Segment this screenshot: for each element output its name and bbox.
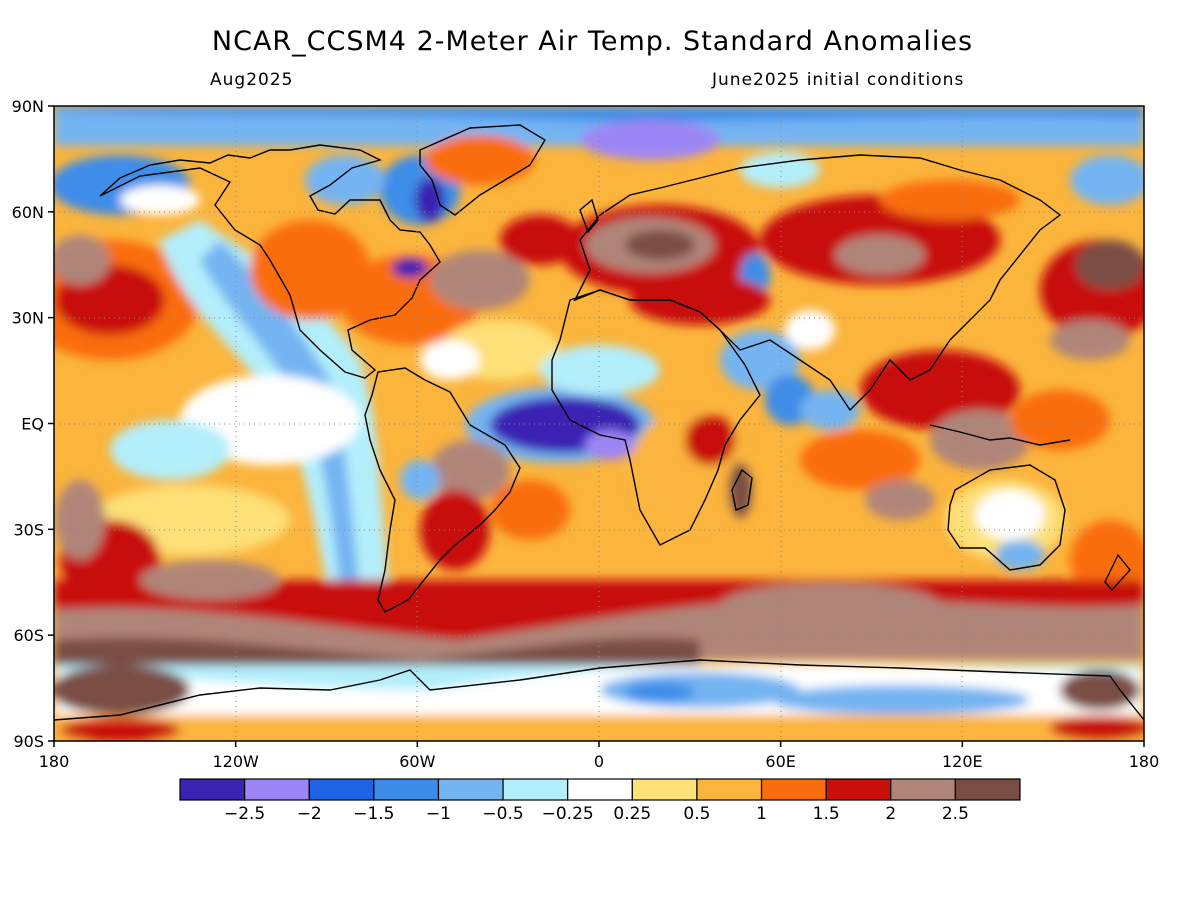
colorbar-label: −0.25 — [542, 804, 594, 824]
lon-tick-label: 0 — [594, 752, 604, 771]
coast-south-america — [364, 367, 521, 613]
colorbar-swatch — [760, 778, 827, 801]
colorbar-swatch — [890, 778, 956, 801]
forecast-month-label: Aug2025 — [210, 70, 294, 90]
colorbar-label: 2 — [885, 804, 896, 824]
initial-conditions-label: June2025 initial conditions — [712, 70, 965, 90]
lat-tick-label: 60S — [13, 626, 44, 645]
coast-eurasia — [573, 154, 1062, 412]
map-title: NCAR_CCSM4 2-Meter Air Temp. Standard An… — [211, 26, 974, 57]
lon-tick-label: 180 — [39, 752, 70, 771]
coast-greenland — [419, 124, 546, 216]
colorbar-swatch — [696, 778, 763, 801]
lat-tick-label: EQ — [21, 415, 44, 434]
colorbar-label: −1 — [426, 804, 451, 824]
graticule — [54, 106, 1144, 741]
colorbar-label: −1.5 — [353, 804, 394, 824]
lat-tick-label: 60N — [12, 203, 44, 222]
colorbar-swatch — [825, 778, 892, 801]
lon-tick-label: 120W — [212, 752, 259, 771]
lon-tick-label: 60E — [765, 752, 795, 771]
colorbar-swatch — [567, 778, 633, 801]
colorbar-swatch — [244, 778, 310, 801]
lat-tick-label: 30N — [12, 309, 44, 328]
coast-indonesia — [929, 424, 1071, 446]
colorbar-label: 1 — [756, 804, 767, 824]
lon-tick-label: 180 — [1129, 752, 1160, 771]
colorbar-label: 0.25 — [613, 804, 651, 824]
colorbar-swatch — [954, 778, 1021, 801]
colorbar-label: −0.5 — [482, 804, 523, 824]
colorbar-label: −2 — [297, 804, 322, 824]
coast-madagascar — [731, 468, 753, 511]
lon-tick-label: 120E — [942, 752, 983, 771]
coast-australia — [947, 464, 1066, 571]
lat-tick-label: 90S — [13, 732, 44, 751]
colorbar-swatch — [502, 778, 569, 801]
colorbar-label: 1.5 — [813, 804, 840, 824]
lat-tick-label: 30S — [13, 520, 44, 539]
colorbar-swatch — [437, 778, 504, 801]
lon-tick-label: 60W — [399, 752, 435, 771]
latitude-axis: 90N 60N 30N EQ 30S 60S 90S — [12, 97, 54, 751]
colorbar-swatch — [373, 778, 440, 801]
anomaly-patches — [54, 106, 1144, 741]
colorbar-label: 0.5 — [683, 804, 710, 824]
anomaly-field — [54, 106, 1144, 741]
coast-antarctica — [54, 659, 1144, 721]
colorbar-swatch — [179, 778, 246, 801]
colorbar-label: 2.5 — [942, 804, 969, 824]
colorbar-label: −2.5 — [224, 804, 265, 824]
colorbar: −2.5 −2 −1.5 −1 −0.5 −0.25 0.25 0.5 1 1.5 2 2.5 — [179, 778, 1021, 824]
coast-new-zealand — [1104, 553, 1131, 592]
lat-tick-label: 90N — [12, 97, 44, 116]
colorbar-swatch — [631, 778, 698, 801]
coastlines — [54, 124, 1144, 721]
colorbar-swatch — [308, 778, 375, 801]
coast-uk — [579, 198, 599, 234]
longitude-axis: 180 120W 60W 0 60E 120E 180 — [39, 741, 1160, 771]
coast-north-america — [99, 144, 441, 379]
